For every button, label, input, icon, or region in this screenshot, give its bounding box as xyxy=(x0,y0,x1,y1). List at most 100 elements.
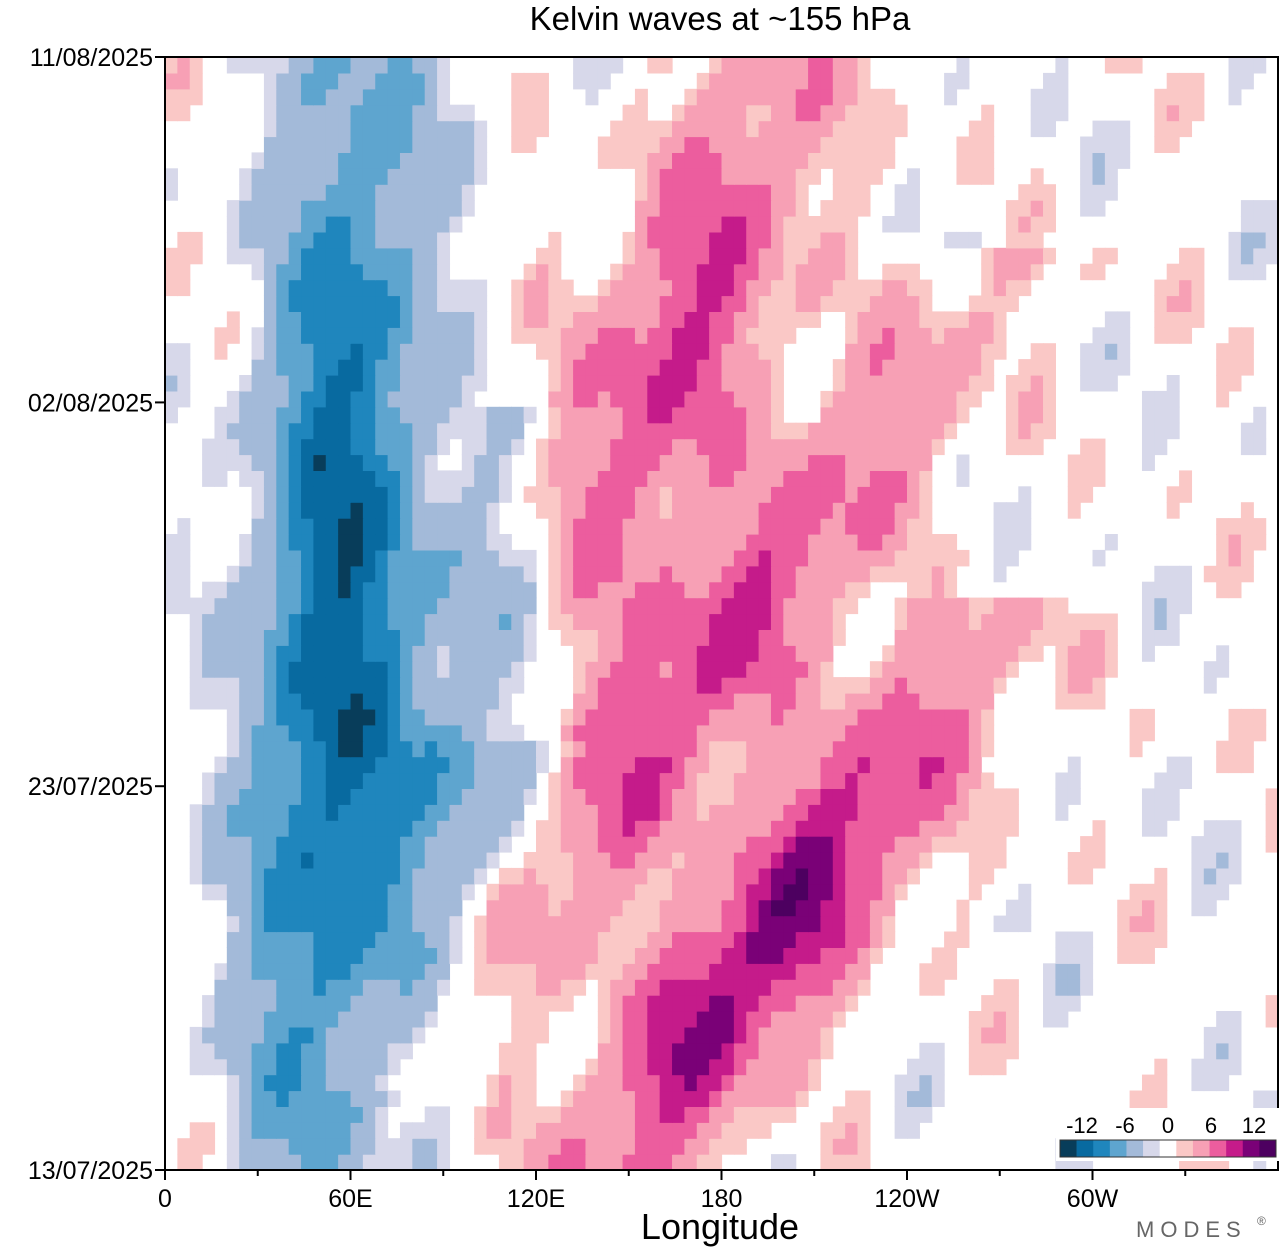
heatmap-cell xyxy=(387,470,401,487)
heatmap-cell xyxy=(770,565,784,583)
colorbar-swatch xyxy=(1209,1140,1227,1157)
heatmap-cell xyxy=(1018,231,1032,249)
heatmap-cell xyxy=(919,693,933,710)
heatmap-cell xyxy=(1154,88,1168,106)
heatmap-cell xyxy=(721,1106,735,1123)
heatmap-cell xyxy=(350,788,364,805)
heatmap-cell xyxy=(684,502,698,519)
heatmap-cell xyxy=(709,883,723,901)
heatmap-cell xyxy=(1228,1026,1242,1044)
heatmap-cell xyxy=(387,756,401,774)
heatmap-cell xyxy=(560,581,574,599)
heatmap-cell xyxy=(597,406,611,424)
heatmap-cell xyxy=(1240,359,1254,376)
heatmap-cell xyxy=(721,1090,735,1107)
heatmap-cell xyxy=(1043,629,1056,646)
heatmap-cell xyxy=(931,629,945,646)
heatmap-cell xyxy=(375,963,389,980)
heatmap-cell xyxy=(313,883,327,901)
heatmap-cell xyxy=(486,883,500,901)
heatmap-cell xyxy=(1005,502,1019,519)
heatmap-cell xyxy=(721,454,735,471)
heatmap-cell xyxy=(622,724,636,742)
heatmap-cell xyxy=(486,1074,500,1092)
heatmap-cell xyxy=(511,72,525,90)
heatmap-cell xyxy=(387,88,401,106)
heatmap-cell xyxy=(597,915,611,933)
heatmap-cell xyxy=(276,200,290,217)
heatmap-cell xyxy=(808,295,822,312)
heatmap-cell xyxy=(696,327,710,344)
heatmap-cell xyxy=(263,549,277,567)
heatmap-cell xyxy=(362,549,376,567)
heatmap-cell xyxy=(548,852,562,869)
heatmap-cell xyxy=(375,1058,389,1076)
heatmap-cell xyxy=(1067,502,1081,519)
heatmap-cell xyxy=(696,1074,710,1092)
heatmap-cell xyxy=(375,263,389,281)
heatmap-cell xyxy=(263,470,277,487)
heatmap-cell xyxy=(919,534,933,551)
heatmap-cell xyxy=(276,438,290,456)
heatmap-cell xyxy=(758,295,772,312)
heatmap-cell xyxy=(622,995,636,1012)
heatmap-cell xyxy=(251,1058,265,1076)
heatmap-cell xyxy=(746,613,760,630)
heatmap-cell xyxy=(276,1138,290,1155)
heatmap-cell xyxy=(659,629,673,646)
heatmap-cell xyxy=(177,57,191,74)
heatmap-cell xyxy=(387,454,401,471)
heatmap-cell xyxy=(325,820,339,837)
heatmap-cell xyxy=(362,836,376,853)
heatmap-cell xyxy=(795,200,809,217)
heatmap-cell xyxy=(696,406,710,424)
heatmap-cell xyxy=(301,502,314,519)
heatmap-cell xyxy=(696,820,710,837)
heatmap-cell xyxy=(746,645,760,662)
heatmap-cell xyxy=(733,979,747,996)
heatmap-cell xyxy=(944,788,958,805)
heatmap-cell xyxy=(1228,1011,1242,1028)
heatmap-cell xyxy=(709,263,723,281)
heatmap-cell xyxy=(239,549,253,567)
heatmap-cell xyxy=(869,931,883,948)
heatmap-cell xyxy=(399,104,413,122)
heatmap-cell xyxy=(845,597,859,615)
heatmap-cell xyxy=(659,963,673,980)
heatmap-cell xyxy=(437,518,451,535)
heatmap-cell xyxy=(498,597,512,615)
heatmap-cell xyxy=(263,422,277,440)
heatmap-cell xyxy=(1005,1042,1019,1060)
heatmap-cell xyxy=(672,581,685,599)
heatmap-cell xyxy=(338,677,352,694)
heatmap-cell xyxy=(1154,327,1168,344)
heatmap-cell xyxy=(313,724,327,742)
heatmap-cell xyxy=(709,184,723,201)
heatmap-cell xyxy=(795,120,809,138)
heatmap-cell xyxy=(845,486,859,503)
heatmap-cell xyxy=(1018,375,1032,392)
heatmap-cell xyxy=(177,565,191,583)
heatmap-cell xyxy=(597,359,611,376)
heatmap-cell xyxy=(696,1090,710,1107)
heatmap-cell xyxy=(795,852,809,869)
heatmap-cell xyxy=(362,1106,376,1123)
heatmap-cell xyxy=(251,756,265,774)
heatmap-cell xyxy=(622,708,636,726)
heatmap-cell xyxy=(449,295,463,312)
heatmap-cell xyxy=(560,1106,574,1123)
heatmap-cell xyxy=(1055,645,1069,662)
heatmap-cell xyxy=(560,947,574,964)
heatmap-cell xyxy=(783,661,797,678)
heatmap-cell xyxy=(313,57,327,74)
heatmap-cell xyxy=(857,947,871,964)
heatmap-cell xyxy=(474,724,488,742)
heatmap-cell xyxy=(944,534,958,551)
heatmap-cell xyxy=(647,152,661,169)
heatmap-cell xyxy=(301,756,314,774)
heatmap-cell xyxy=(585,1138,599,1155)
heatmap-cell xyxy=(931,534,945,551)
heatmap-cell xyxy=(882,518,896,535)
heatmap-cell xyxy=(622,867,636,885)
heatmap-cell xyxy=(647,724,661,742)
